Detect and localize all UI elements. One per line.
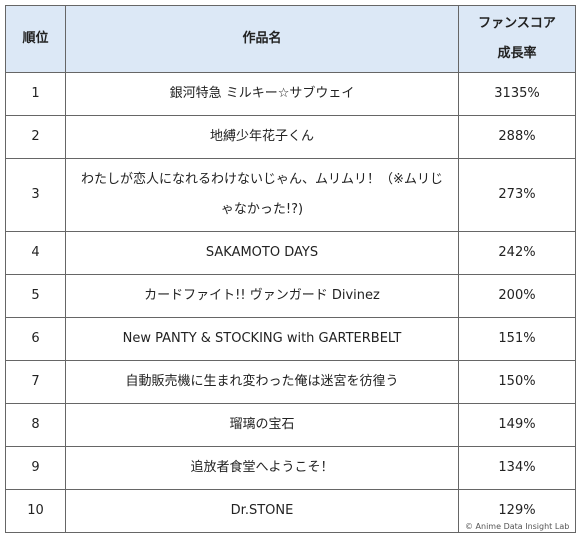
header-text: 成長率 [497, 46, 537, 61]
score-cell: 3135% [458, 72, 576, 116]
score-cell: 242% [458, 231, 576, 275]
rank-cell: 3 [5, 158, 66, 232]
rank-cell: 6 [5, 317, 66, 361]
score-cell: 200% [458, 274, 576, 318]
title-cell: 追放者食堂へようこそ！ [65, 446, 459, 490]
header-text: ファンスコア [478, 16, 556, 31]
title-cell: 瑠璃の宝石 [65, 403, 459, 447]
header-cell: 順位 [5, 5, 66, 73]
header-cell: ファンスコア 成長率 [458, 5, 576, 73]
watermark: © Anime Data Insight Lab [465, 522, 570, 531]
table-row: 7 自動販売機に生まれ変わった俺は迷宮を彷徨う 150% [5, 360, 576, 404]
rank-cell: 5 [5, 274, 66, 318]
rank-cell: 1 [5, 72, 66, 116]
table-row: 1 銀河特急 ミルキー☆サブウェイ 3135% [5, 72, 576, 116]
table-row: 3 わたしが恋人になれるわけないじゃん、ムリムリ！（※ムリじゃなかった!?) 273… [5, 158, 576, 232]
rank-cell: 2 [5, 115, 66, 159]
table-body: 1 銀河特急 ミルキー☆サブウェイ 3135% 2 地縛少年花子くん 288% 3 わたしが恋… [5, 72, 576, 533]
score-cell: 288% [458, 115, 576, 159]
rank-cell: 4 [5, 231, 66, 275]
title-cell: New PANTY & STOCKING with GARTERBELT [65, 317, 459, 361]
title-cell: わたしが恋人になれるわけないじゃん、ムリムリ！（※ムリじゃなかった!?) [65, 158, 459, 232]
table-row: 8 瑠璃の宝石 149% [5, 403, 576, 447]
header-row: 順位 作品名 ファンスコア 成長率 [5, 5, 576, 73]
title-cell: SAKAMOTO DAYS [65, 231, 459, 275]
ranking-table: 順位 作品名 ファンスコア 成長率 1 銀河特急 ミルキー☆サブウェイ 3135% 2 地… [5, 5, 576, 533]
score-cell: 151% [458, 317, 576, 361]
table-row: 4 SAKAMOTO DAYS 242% [5, 231, 576, 275]
score-cell: 273% [458, 158, 576, 232]
rank-cell: 8 [5, 403, 66, 447]
rank-cell: 10 [5, 489, 66, 533]
title-cell: 銀河特急 ミルキー☆サブウェイ [65, 72, 459, 116]
table-row: 10 Dr.STONE 129% [5, 489, 576, 533]
rank-cell: 7 [5, 360, 66, 404]
rank-cell: 9 [5, 446, 66, 490]
title-cell: Dr.STONE [65, 489, 459, 533]
table-row: 2 地縛少年花子くん 288% [5, 115, 576, 159]
title-cell: カードファイト!! ヴァンガード Divinez [65, 274, 459, 318]
score-cell: 129% [458, 489, 576, 533]
table-row: 9 追放者食堂へようこそ！ 134% [5, 446, 576, 490]
title-cell: 自動販売機に生まれ変わった俺は迷宮を彷徨う [65, 360, 459, 404]
table-row: 6 New PANTY & STOCKING with GARTERBELT 151… [5, 317, 576, 361]
score-cell: 134% [458, 446, 576, 490]
score-cell: 150% [458, 360, 576, 404]
header-cell: 作品名 [65, 5, 459, 73]
table-row: 5 カードファイト!! ヴァンガード Divinez 200% [5, 274, 576, 318]
title-cell: 地縛少年花子くん [65, 115, 459, 159]
score-cell: 149% [458, 403, 576, 447]
